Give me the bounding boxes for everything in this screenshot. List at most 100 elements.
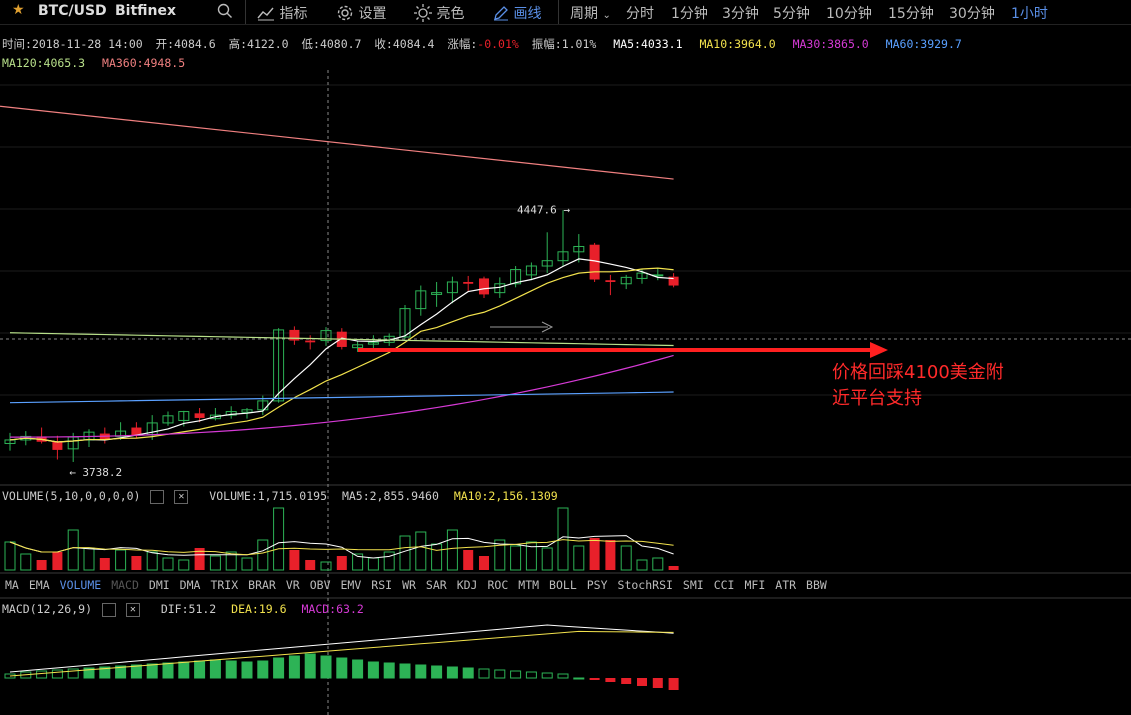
indicator-tab-sar[interactable]: SAR	[425, 578, 447, 592]
indicator-tab-bbw[interactable]: BBW	[806, 578, 827, 592]
macd-histogram-bar	[589, 678, 600, 680]
chevron-down-icon: ⌄	[602, 10, 611, 21]
symbol-name[interactable]: BTC/USD	[38, 3, 107, 19]
interval-tab[interactable]: 10分钟	[826, 6, 872, 22]
indicator-tab-atr[interactable]: ATR	[775, 578, 797, 592]
indicator-tab-psy[interactable]: PSY	[586, 578, 608, 592]
favorite-star-icon[interactable]: ★	[12, 2, 25, 18]
settings-button[interactable]: 设置	[336, 3, 386, 23]
interval-tab[interactable]: 15分钟	[888, 6, 934, 22]
volume-bar	[636, 559, 648, 571]
volume-bar	[115, 549, 127, 571]
macd-histogram-bar	[605, 678, 616, 682]
candle-body	[52, 441, 63, 450]
volume-bar	[557, 507, 569, 571]
ma5-line	[9, 258, 674, 443]
amplitude-value: 1.01%	[561, 37, 597, 51]
volume-bar	[589, 538, 600, 570]
candle-body	[446, 281, 458, 294]
volume-bar	[383, 551, 395, 571]
macd-histogram-bar	[510, 670, 522, 679]
indicator-tab-roc[interactable]: ROC	[487, 578, 509, 592]
indicator-tab-dma[interactable]: DMA	[179, 578, 201, 592]
settings-icon[interactable]	[101, 602, 116, 617]
indicator-tab-brar[interactable]: BRAR	[248, 578, 276, 592]
volume-bar	[36, 560, 47, 570]
indicator-tab-dmi[interactable]: DMI	[148, 578, 170, 592]
macd-histogram-bar	[178, 661, 190, 679]
indicator-tab-cci[interactable]: CCI	[713, 578, 735, 592]
ma60-value: MA60:3929.7	[885, 37, 962, 51]
indicator-tab-ma[interactable]: MA	[5, 578, 19, 592]
indicator-tab-mtm[interactable]: MTM	[518, 578, 540, 592]
change-value: -0.01%	[477, 37, 519, 51]
candle-body	[415, 290, 427, 310]
volume-bar	[336, 556, 347, 570]
macd-histogram-bar	[415, 664, 427, 679]
close-label: 收:	[374, 37, 393, 51]
indicator-tab-wr[interactable]: WR	[402, 578, 416, 592]
macd-params[interactable]: MACD(12,26,9)	[2, 602, 93, 616]
macd-histogram-bar	[241, 661, 253, 679]
macd-histogram-bar	[557, 673, 569, 679]
indicator-tab-vr[interactable]: VR	[285, 578, 300, 592]
interval-tab[interactable]: 分时	[626, 6, 654, 22]
indicator-tab-boll[interactable]: BOLL	[549, 578, 577, 592]
search-icon[interactable]	[217, 3, 233, 23]
pencil-icon	[494, 6, 508, 21]
settings-icon[interactable]	[150, 489, 165, 504]
indicator-tabs: MA EMA VOLUME MACD DMI DMA TRIX BRAR VR OBV EMV RSI…	[0, 578, 832, 596]
volume-bar	[162, 557, 174, 571]
exchange-name[interactable]: Bitfinex	[115, 3, 177, 19]
indicator-tab-emv[interactable]: EMV	[340, 578, 362, 592]
indicator-button[interactable]: 指标	[257, 3, 307, 23]
candle-body	[162, 415, 174, 424]
indicator-tab-mfi[interactable]: MFI	[744, 578, 766, 592]
volume-bar	[494, 539, 506, 571]
indicator-tab-macd[interactable]: MACD	[111, 578, 139, 592]
indicator-tab-trix[interactable]: TRIX	[210, 578, 239, 592]
interval-tab[interactable]: 3分钟	[722, 6, 759, 22]
candle-body	[668, 276, 679, 286]
candle-body	[479, 278, 489, 295]
theme-label: 亮色	[436, 6, 465, 22]
indicator-tab-smi[interactable]: SMI	[682, 578, 704, 592]
interval-tab[interactable]: 1分钟	[671, 6, 708, 22]
candle-body	[225, 411, 237, 416]
theme-button[interactable]: 亮色	[414, 3, 464, 23]
macd-histogram-bar	[20, 671, 32, 679]
amplitude-label: 振幅:	[531, 37, 562, 51]
volume-bar	[83, 547, 95, 571]
candle-body	[336, 331, 347, 347]
indicator-tab-rsi[interactable]: RSI	[371, 578, 393, 592]
close-icon[interactable]: ✕	[174, 489, 189, 504]
indicator-tab-obv[interactable]: OBV	[309, 578, 331, 592]
macd-histogram-bar	[162, 662, 174, 679]
candle-body	[352, 344, 364, 349]
close-icon[interactable]: ✕	[125, 602, 140, 617]
macd-histogram-bar	[478, 668, 490, 679]
indicator-tab-volume[interactable]: VOLUME	[59, 578, 102, 592]
ma360-line	[0, 105, 674, 180]
interval-tab[interactable]: 30分钟	[949, 6, 995, 22]
period-dropdown[interactable]: 周期 ⌄	[570, 3, 611, 23]
macd-histogram-bar	[99, 666, 111, 679]
volume-bar	[178, 559, 190, 571]
interval-tab-active[interactable]: 1小时	[1011, 6, 1048, 22]
draw-button[interactable]: 画线	[493, 3, 541, 23]
candle-body	[99, 433, 110, 440]
indicator-tab-kdj[interactable]: KDJ	[456, 578, 478, 592]
macd-histogram-bar	[146, 663, 158, 679]
indicator-tab-ema[interactable]: EMA	[28, 578, 50, 592]
candle-body	[83, 431, 95, 441]
candle-body	[494, 283, 506, 294]
interval-tab[interactable]: 5分钟	[773, 6, 810, 22]
volume-params[interactable]: VOLUME(5,10,0,0,0,0)	[2, 489, 141, 503]
candle-body	[652, 274, 664, 277]
ma360-value: MA360:4948.5	[102, 56, 186, 70]
indicator-tab-stochrsi[interactable]: StochRSI	[617, 578, 673, 592]
volume-bar	[131, 556, 142, 570]
macd-histogram-bar	[352, 659, 364, 679]
candle-body	[194, 413, 205, 418]
volume-info-line: VOLUME(5,10,0,0,0,0) ✕ VOLUME:1,715.0195…	[2, 489, 558, 504]
